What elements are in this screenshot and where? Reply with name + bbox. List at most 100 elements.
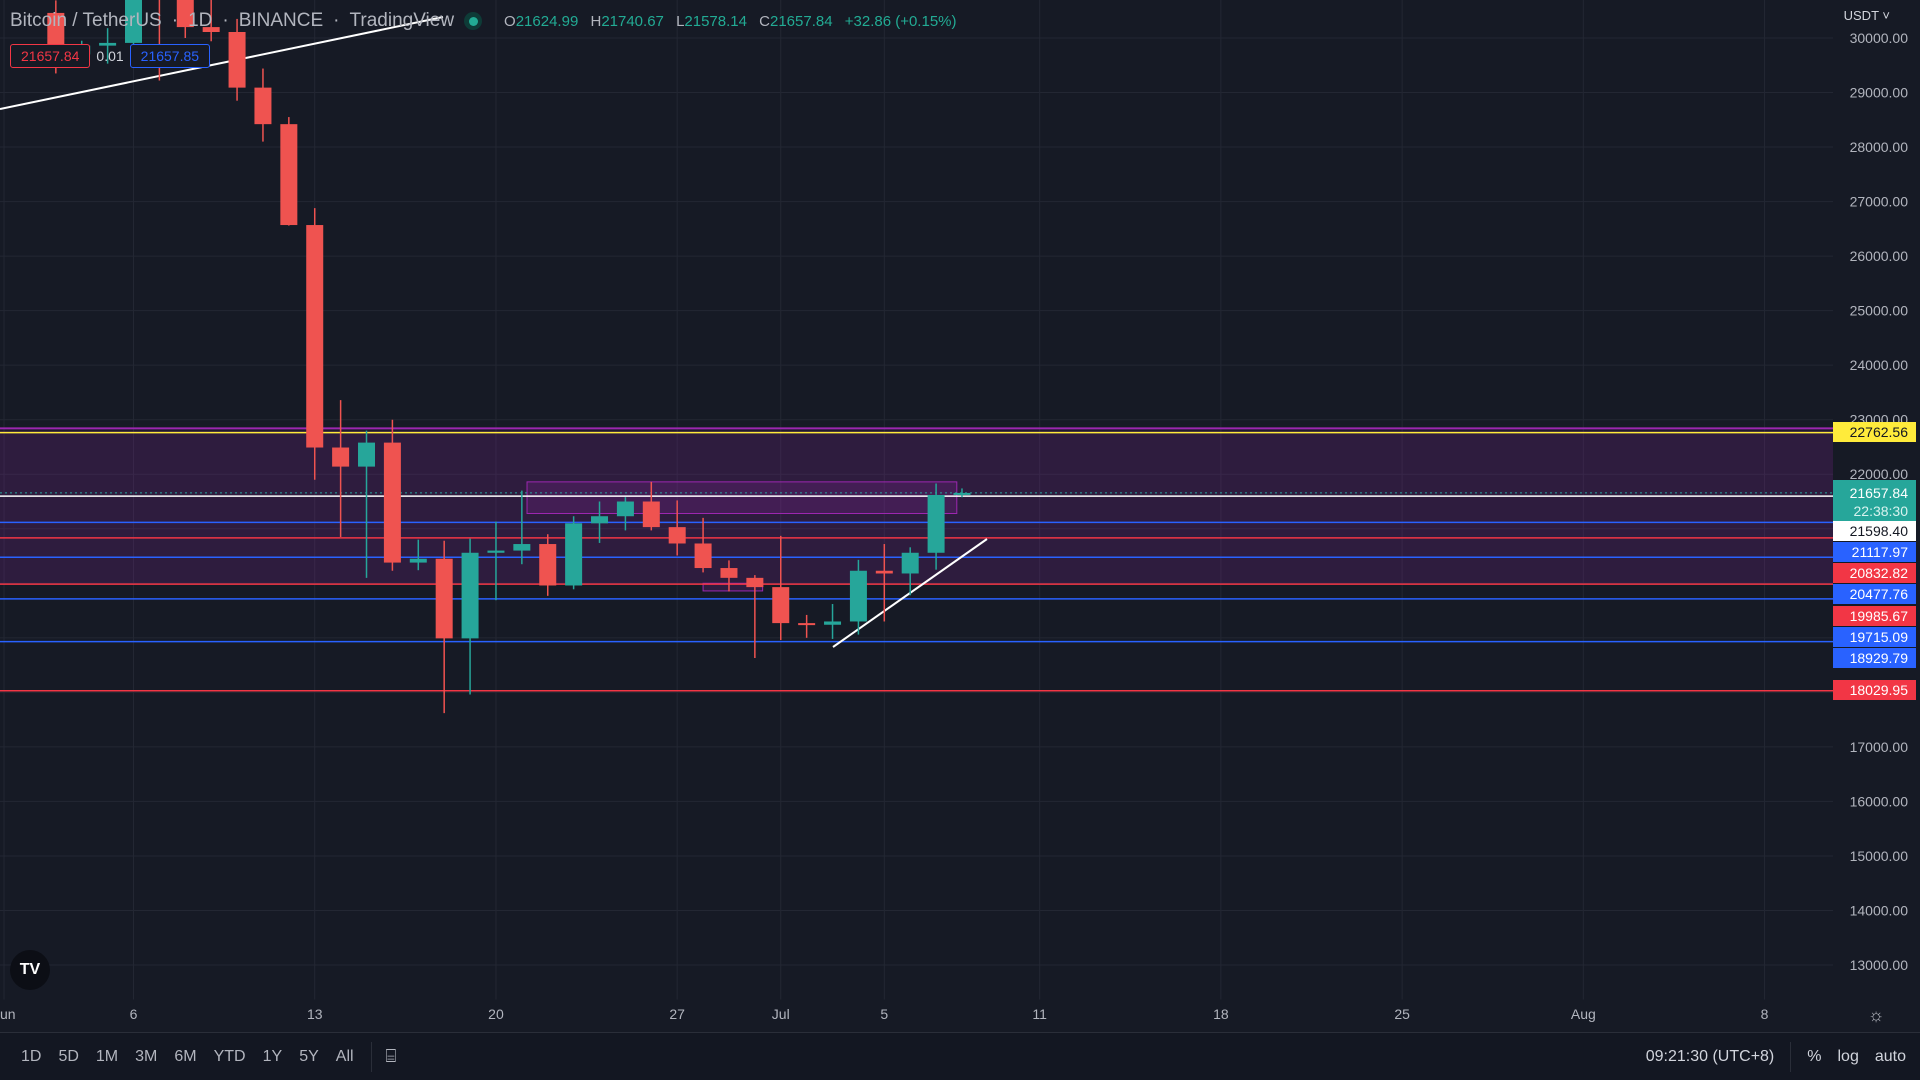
candle-body — [461, 552, 479, 639]
price-tick-label: 28000.00 — [1850, 139, 1909, 155]
price-tick-label: 27000.00 — [1850, 194, 1909, 210]
range-1d[interactable]: 1D — [21, 1047, 42, 1065]
price-level-badge — [1833, 627, 1916, 647]
source: TradingView — [349, 10, 455, 31]
currency-selector[interactable]: USDT ˅ — [1843, 8, 1890, 23]
price-tick-label: 17000.00 — [1850, 739, 1909, 755]
trend-line — [0, 16, 444, 110]
price-level-label: 18029.95 — [1850, 682, 1909, 698]
settings-gear-icon: ☼ — [1868, 1005, 1885, 1025]
candle-body — [798, 623, 816, 626]
candle-body — [99, 42, 117, 46]
price-level-badge — [1833, 606, 1916, 626]
candle-body — [824, 621, 842, 625]
price-tick-label: 14000.00 — [1850, 902, 1909, 918]
bottom-toolbar: 1D 5D 1M 3M 6M YTD 1Y 5Y All ⌸ 09:21:30 … — [0, 1032, 1920, 1080]
spread: 0.01 — [96, 48, 124, 64]
candle-body — [383, 442, 401, 563]
candle-body — [616, 501, 634, 517]
price-tick-label: 13000.00 — [1850, 957, 1909, 973]
time-tick-label: 6 — [130, 1006, 138, 1022]
time-tick-label: Aug — [1571, 1006, 1596, 1022]
price-level-label: 22762.56 — [1850, 424, 1909, 440]
price-level-label: 19985.67 — [1850, 608, 1909, 624]
candle-body — [591, 516, 609, 524]
candle-body — [254, 87, 272, 125]
interval: 1D — [188, 10, 213, 31]
buy-button[interactable]: 21657.85 — [129, 44, 211, 68]
range-1y[interactable]: 1Y — [262, 1047, 283, 1065]
candle-body — [565, 523, 583, 586]
price-tick-label: 15000.00 — [1850, 848, 1909, 864]
price-tick-label: 30000.00 — [1850, 30, 1909, 46]
price-level-badge — [1833, 521, 1916, 541]
price-chart[interactable]: 30000.00 29000.00 28000.00 27000.00 26000.00… — [0, 0, 1920, 1032]
range-1m[interactable]: 1M — [95, 1047, 119, 1065]
price-level-label: 21598.40 — [1850, 523, 1909, 539]
price-level-badge — [1833, 422, 1916, 442]
chart-canvas[interactable]: 30000.00 29000.00 28000.00 27000.00 26000.00… — [0, 0, 1920, 1032]
candle-body — [176, 0, 194, 28]
candle-body — [642, 501, 660, 528]
range-5y[interactable]: 5Y — [299, 1047, 319, 1065]
candle-body — [901, 552, 919, 574]
range-5d[interactable]: 5D — [58, 1047, 79, 1065]
time-tick-label: Jul — [772, 1006, 790, 1022]
candle-body — [513, 544, 531, 551]
last-price-badge — [1833, 480, 1916, 522]
candle-body — [539, 544, 557, 586]
market-status-icon — [464, 12, 483, 30]
time-tick-label: 20 — [488, 1006, 504, 1022]
candle-body — [772, 587, 790, 624]
symbol-name[interactable]: Bitcoin / TetherUS — [10, 10, 162, 31]
candle-body — [849, 570, 867, 622]
symbol-legend: Bitcoin / TetherUS · 1D · BINANCE · Trading… — [10, 10, 965, 32]
candle-body — [358, 442, 376, 467]
candle-body — [409, 558, 427, 563]
price-level-badge — [1833, 584, 1916, 604]
change: +32.86 (+0.15%) — [844, 12, 957, 30]
time-tick-label: 18 — [1213, 1006, 1229, 1022]
range-6m[interactable]: 6M — [174, 1047, 197, 1065]
candle-body — [720, 568, 738, 578]
candle-body — [875, 570, 893, 574]
range-box — [526, 481, 958, 515]
price-level-label: 20832.82 — [1850, 565, 1909, 581]
time-tick-label: 8 — [1761, 1006, 1769, 1022]
range-3m[interactable]: 3M — [135, 1047, 158, 1065]
candle-body — [47, 12, 65, 55]
tradingview-logo[interactable]: TV — [10, 950, 50, 990]
price-tick-label: 16000.00 — [1850, 793, 1909, 809]
range-ytd[interactable]: YTD — [213, 1047, 246, 1065]
candle-body — [487, 550, 505, 553]
sell-button[interactable]: 21657.84 — [10, 44, 91, 68]
candle-body — [694, 543, 712, 569]
log-toggle[interactable]: log — [1837, 1047, 1859, 1065]
percent-toggle[interactable]: % — [1807, 1047, 1822, 1065]
candle-body — [280, 124, 298, 226]
trade-panel: 21657.84 0.01 21657.85 — [10, 44, 211, 68]
last-price-label: 21657.84 — [1850, 485, 1909, 501]
price-level-badge — [1833, 648, 1916, 668]
goto-date-icon[interactable]: ⌸ — [385, 1046, 397, 1066]
price-level-label: 19715.09 — [1850, 629, 1909, 645]
ohlc-values: O21624.99 H21740.67 L21578.14 C21657.84 … — [504, 12, 957, 30]
time-tick-label: 25 — [1394, 1006, 1410, 1022]
clock[interactable]: 09:21:30 (UTC+8) — [1645, 1047, 1775, 1065]
price-tick-label: 26000.00 — [1850, 248, 1909, 264]
time-tick-label: 11 — [1032, 1006, 1047, 1022]
price-tick-label: 25000.00 — [1850, 303, 1909, 319]
candle-body — [435, 558, 453, 639]
candle-body — [746, 577, 764, 588]
auto-toggle[interactable]: auto — [1874, 1047, 1906, 1065]
candle-body — [125, 0, 142, 43]
divider — [370, 1041, 372, 1072]
range-all[interactable]: All — [335, 1047, 354, 1065]
bar-countdown: 22:38:30 — [1854, 503, 1909, 519]
time-tick-label: 5 — [880, 1006, 888, 1022]
candle-body — [306, 225, 324, 448]
exchange: BINANCE — [238, 10, 324, 31]
price-level-badge — [1833, 542, 1916, 562]
divider — [1790, 1041, 1792, 1072]
candle-body — [927, 494, 945, 553]
